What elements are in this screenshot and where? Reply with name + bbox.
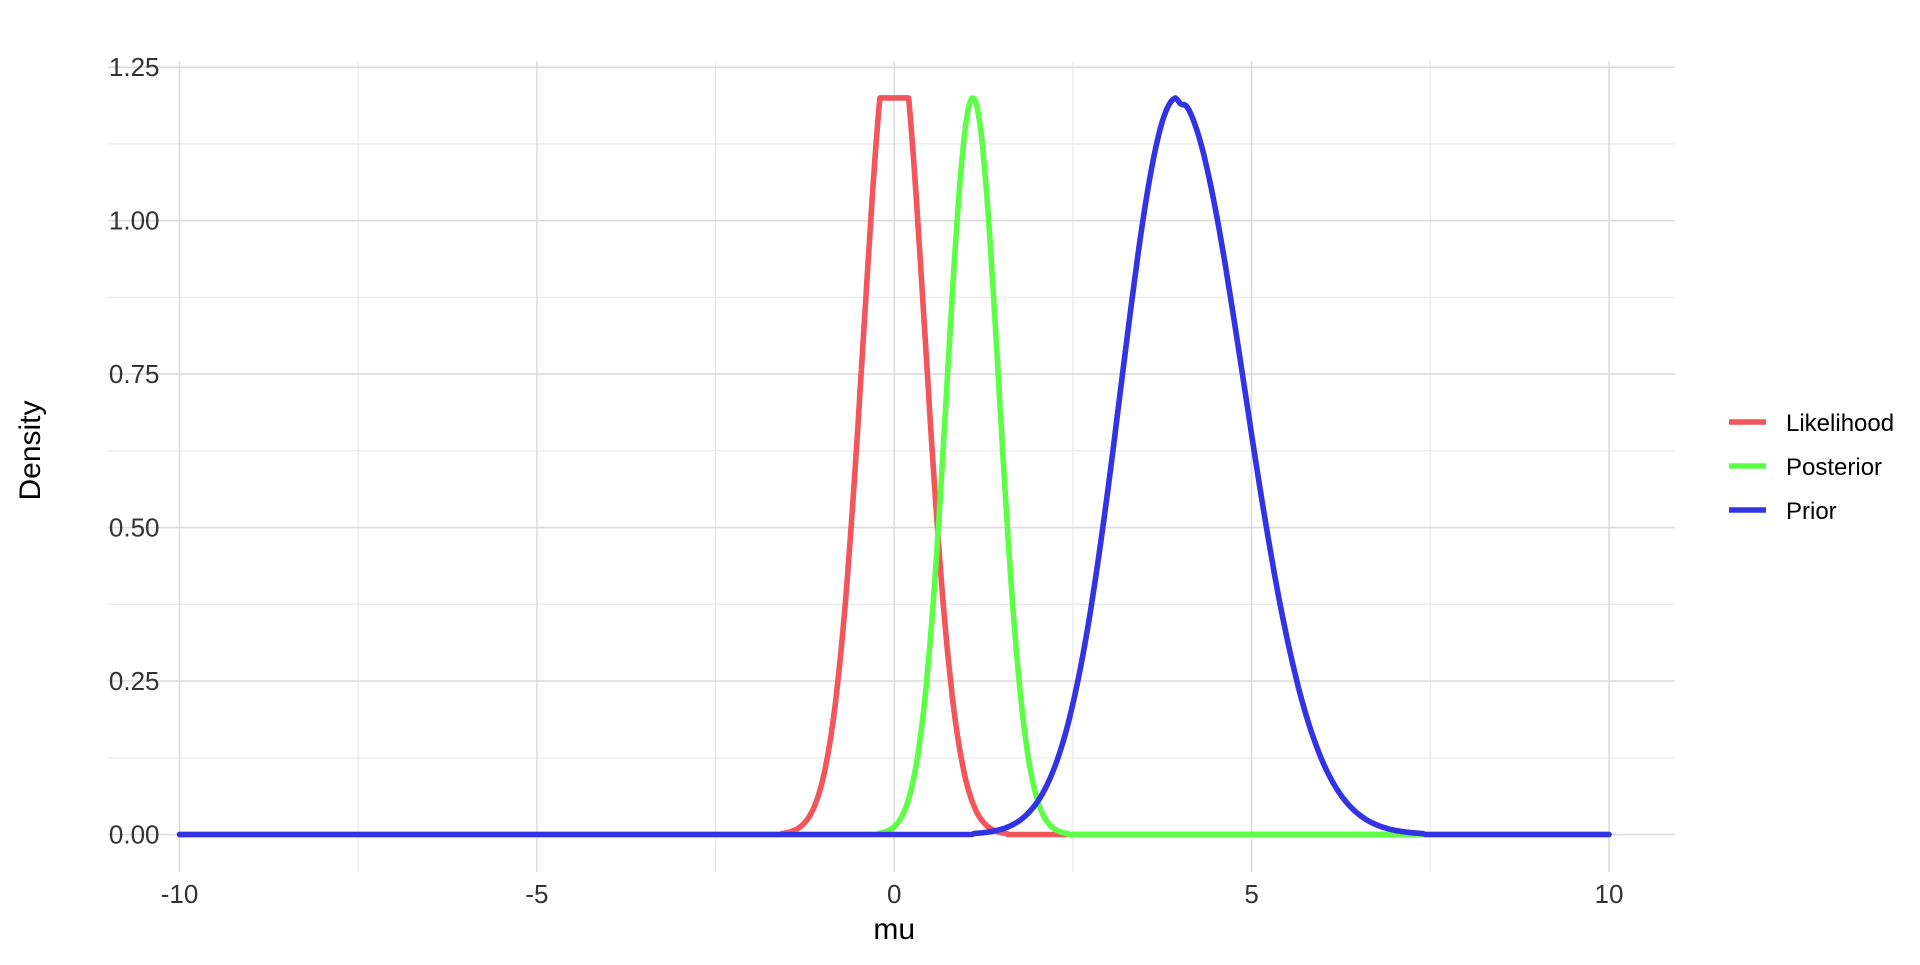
svg-text:0.25: 0.25 <box>109 666 160 696</box>
svg-text:mu: mu <box>873 913 915 946</box>
svg-text:0.00: 0.00 <box>109 820 160 850</box>
svg-text:Posterior: Posterior <box>1786 454 1882 481</box>
svg-text:0.50: 0.50 <box>109 513 160 543</box>
svg-text:-5: -5 <box>525 879 548 909</box>
svg-text:Likelihood: Likelihood <box>1786 410 1894 437</box>
svg-text:10: 10 <box>1595 879 1624 909</box>
svg-text:1.00: 1.00 <box>109 206 160 236</box>
svg-text:Density: Density <box>14 400 47 500</box>
svg-text:1.25: 1.25 <box>109 52 160 82</box>
svg-text:0: 0 <box>887 879 901 909</box>
svg-text:0.75: 0.75 <box>109 359 160 389</box>
svg-text:-10: -10 <box>161 879 199 909</box>
svg-text:Prior: Prior <box>1786 498 1837 525</box>
svg-text:5: 5 <box>1244 879 1258 909</box>
